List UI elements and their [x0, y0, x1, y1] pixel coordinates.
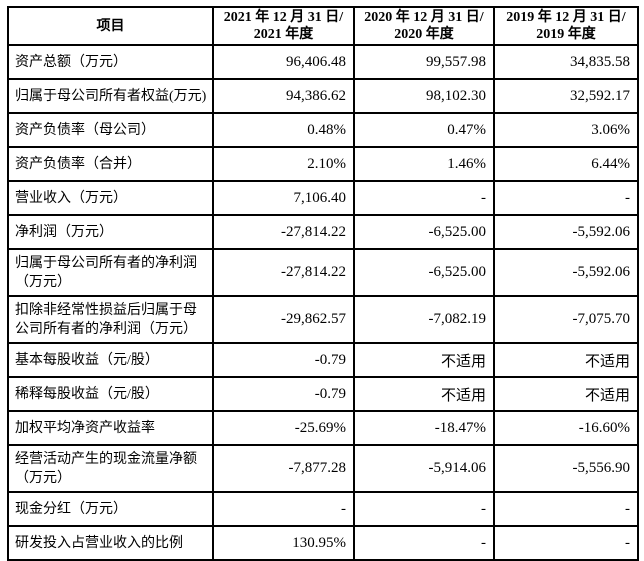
- row-label: 经营活动产生的现金流量净额（万元）: [7, 444, 214, 493]
- cell-value: 130.95%: [212, 525, 355, 561]
- cell-value: -7,877.28: [212, 444, 355, 493]
- cell-value: 7,106.40: [212, 180, 355, 216]
- financial-summary-table: 项目 2021 年 12 月 31 日/ 2021 年度 2020 年 12 月…: [7, 6, 639, 561]
- table-row-weighted-avg-roe: 加权平均净资产收益率 -25.69% -18.47% -16.60%: [7, 410, 639, 446]
- cell-value: -5,592.06: [493, 214, 639, 250]
- column-header-2021-line2: 2021 年度: [253, 27, 314, 42]
- cell-value: 不适用: [353, 342, 495, 378]
- cell-value: 98,102.30: [353, 78, 495, 114]
- cell-value: -: [353, 180, 495, 216]
- cell-value: -0.79: [212, 342, 355, 378]
- table-row-operating-cash-flow: 经营活动产生的现金流量净额（万元） -7,877.28 -5,914.06 -5…: [7, 444, 639, 493]
- row-label: 归属于母公司所有者的净利润（万元）: [7, 248, 214, 297]
- cell-value: -7,082.19: [353, 295, 495, 344]
- cell-value: -5,914.06: [353, 444, 495, 493]
- cell-value: 99,557.98: [353, 44, 495, 80]
- row-label: 净利润（万元）: [7, 214, 214, 250]
- cell-value: -27,814.22: [212, 214, 355, 250]
- cell-value: -5,556.90: [493, 444, 639, 493]
- table-row-parent-equity: 归属于母公司所有者权益(万元) 94,386.62 98,102.30 32,5…: [7, 78, 639, 114]
- cell-value: -16.60%: [493, 410, 639, 446]
- column-header-item: 项目: [7, 6, 214, 46]
- header-row: 项目 2021 年 12 月 31 日/ 2021 年度 2020 年 12 月…: [7, 6, 639, 46]
- cell-value: 32,592.17: [493, 78, 639, 114]
- cell-value: 3.06%: [493, 112, 639, 148]
- row-label: 研发投入占营业收入的比例: [7, 525, 214, 561]
- cell-value: -6,525.00: [353, 214, 495, 250]
- row-label: 资产负债率（合并）: [7, 146, 214, 182]
- cell-value: 2.10%: [212, 146, 355, 182]
- table-row-cash-dividend: 现金分红（万元） - - -: [7, 491, 639, 527]
- cell-value: -: [493, 525, 639, 561]
- cell-value: 0.48%: [212, 112, 355, 148]
- column-header-2019-line2: 2019 年度: [536, 27, 596, 42]
- table-row-rd-ratio: 研发投入占营业收入的比例 130.95% - -: [7, 525, 639, 561]
- cell-value: -6,525.00: [353, 248, 495, 297]
- column-header-2020-line1: 2020 年 12 月 31 日/: [364, 10, 484, 25]
- column-header-2020-line2: 2020 年度: [394, 27, 454, 42]
- column-header-2020: 2020 年 12 月 31 日/ 2020 年度: [353, 6, 495, 46]
- table-row-net-profit-excl-nonrecurring: 扣除非经常性损益后归属于母公司所有者的净利润（万元） -29,862.57 -7…: [7, 295, 639, 344]
- cell-value: -25.69%: [212, 410, 355, 446]
- row-label: 营业收入（万元）: [7, 180, 214, 216]
- cell-value: -: [212, 491, 355, 527]
- table-row-debt-ratio-parent: 资产负债率（母公司） 0.48% 0.47% 3.06%: [7, 112, 639, 148]
- column-header-2021: 2021 年 12 月 31 日/ 2021 年度: [212, 6, 355, 46]
- cell-value: 34,835.58: [493, 44, 639, 80]
- cell-value: 96,406.48: [212, 44, 355, 80]
- table-row-net-profit-parent: 归属于母公司所有者的净利润（万元） -27,814.22 -6,525.00 -…: [7, 248, 639, 297]
- row-label: 现金分红（万元）: [7, 491, 214, 527]
- table-row-net-profit: 净利润（万元） -27,814.22 -6,525.00 -5,592.06: [7, 214, 639, 250]
- cell-value: -: [353, 525, 495, 561]
- table-row-total-assets: 资产总额（万元） 96,406.48 99,557.98 34,835.58: [7, 44, 639, 80]
- cell-value: 不适用: [353, 376, 495, 412]
- cell-value: -: [493, 180, 639, 216]
- table-row-operating-revenue: 营业收入（万元） 7,106.40 - -: [7, 180, 639, 216]
- table-row-basic-eps: 基本每股收益（元/股） -0.79 不适用 不适用: [7, 342, 639, 378]
- cell-value: 不适用: [493, 376, 639, 412]
- cell-value: 0.47%: [353, 112, 495, 148]
- cell-value: -0.79: [212, 376, 355, 412]
- cell-value: -: [353, 491, 495, 527]
- table-row-debt-ratio-consolidated: 资产负债率（合并） 2.10% 1.46% 6.44%: [7, 146, 639, 182]
- cell-value: -29,862.57: [212, 295, 355, 344]
- column-header-2019-line1: 2019 年 12 月 31 日/: [506, 10, 626, 25]
- column-header-2019: 2019 年 12 月 31 日/ 2019 年度: [493, 6, 639, 46]
- row-label: 资产总额（万元）: [7, 44, 214, 80]
- cell-value: 1.46%: [353, 146, 495, 182]
- cell-value: -5,592.06: [493, 248, 639, 297]
- cell-value: 6.44%: [493, 146, 639, 182]
- cell-value: -18.47%: [353, 410, 495, 446]
- row-label: 扣除非经常性损益后归属于母公司所有者的净利润（万元）: [7, 295, 214, 344]
- row-label: 归属于母公司所有者权益(万元): [7, 78, 214, 114]
- row-label: 资产负债率（母公司）: [7, 112, 214, 148]
- cell-value: -7,075.70: [493, 295, 639, 344]
- cell-value: -: [493, 491, 639, 527]
- cell-value: 不适用: [493, 342, 639, 378]
- cell-value: 94,386.62: [212, 78, 355, 114]
- row-label: 基本每股收益（元/股）: [7, 342, 214, 378]
- row-label: 稀释每股收益（元/股）: [7, 376, 214, 412]
- cell-value: -27,814.22: [212, 248, 355, 297]
- table-row-diluted-eps: 稀释每股收益（元/股） -0.79 不适用 不适用: [7, 376, 639, 412]
- column-header-2021-line1: 2021 年 12 月 31 日/: [223, 10, 344, 25]
- row-label: 加权平均净资产收益率: [7, 410, 214, 446]
